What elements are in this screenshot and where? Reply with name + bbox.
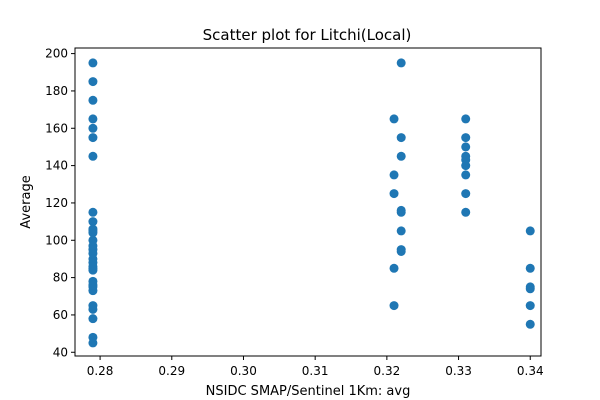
x-tick-label: 0.29 [158,364,185,378]
data-point [461,189,471,199]
x-tick-label: 0.34 [517,364,544,378]
y-tick-label: 60 [53,308,68,322]
x-axis-ticks: 0.28 0.29 0.30 0.31 0.32 0.33 0.34 [87,356,544,378]
data-point [88,123,98,133]
plot-frame [74,47,542,357]
data-point [396,133,406,143]
data-point [525,263,535,273]
data-point [88,151,98,161]
data-point [389,114,399,124]
y-tick-label: 80 [53,271,68,285]
data-point [88,224,98,234]
y-tick-label: 160 [45,121,68,135]
y-axis-ticks: 40 60 80 100 120 140 160 180 200 [45,47,75,359]
data-point [461,207,471,217]
x-tick-label: 0.33 [445,364,472,378]
data-point [88,314,98,324]
data-point [88,207,98,217]
x-axis-label: NSIDC SMAP/Sentinel 1Km: avg [206,384,411,399]
data-point [525,284,535,294]
data-point [461,170,471,180]
data-point [396,151,406,161]
data-point [396,226,406,236]
data-point [525,226,535,236]
data-point [88,280,98,290]
data-point [88,95,98,105]
data-point [389,170,399,180]
data-point [396,205,406,215]
data-point [461,142,471,152]
data-point [88,114,98,124]
x-tick-label: 0.31 [302,364,329,378]
data-point [389,301,399,311]
data-point [88,77,98,87]
data-point [389,189,399,199]
y-axis-label: Average [19,175,34,228]
y-tick-label: 200 [45,47,68,61]
data-point [396,58,406,68]
data-point [88,265,98,275]
x-tick-label: 0.28 [87,364,114,378]
x-tick-label: 0.30 [230,364,257,378]
chart-title: Scatter plot for Litchi(Local) [203,26,412,44]
data-point [525,301,535,311]
data-point [389,263,399,273]
y-tick-label: 120 [45,196,68,210]
data-point [88,338,98,348]
data-point [396,246,406,256]
data-point [525,319,535,329]
data-point [461,114,471,124]
data-point [88,217,98,227]
x-tick-label: 0.32 [374,364,401,378]
y-tick-label: 100 [45,233,68,247]
data-point [461,133,471,143]
data-point [88,58,98,68]
y-tick-label: 180 [45,84,68,98]
data-point [88,133,98,143]
y-tick-label: 40 [53,345,68,359]
data-points [88,58,535,348]
y-tick-label: 140 [45,159,68,173]
data-point [88,304,98,314]
data-point [461,155,471,165]
